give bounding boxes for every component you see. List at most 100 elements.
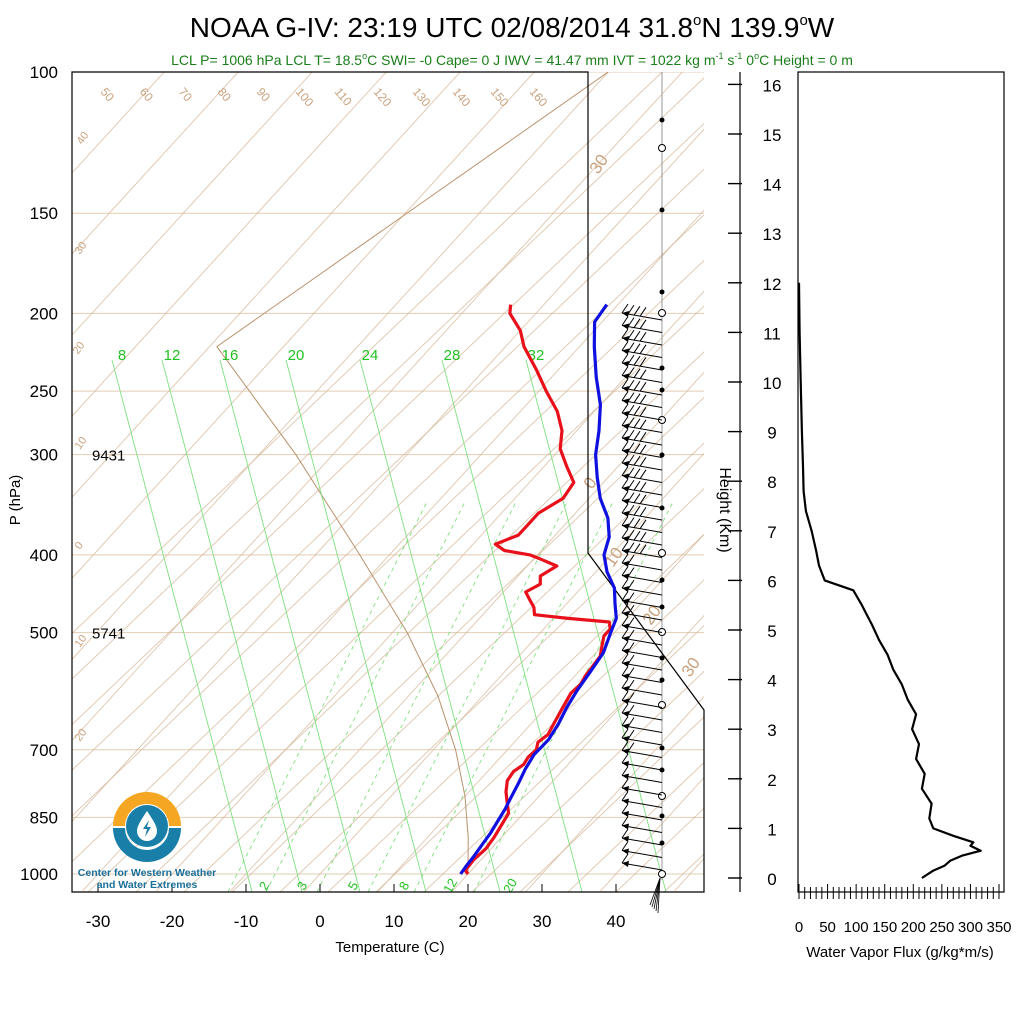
wind-barb-staff xyxy=(621,575,663,583)
wind-barb-flag xyxy=(627,642,635,652)
wind-barb-pennant xyxy=(622,723,629,730)
wind-barb-staff xyxy=(621,700,663,708)
wind-barb-flag xyxy=(621,691,629,701)
dry-adiabat-line xyxy=(231,442,704,892)
wind-barb-pennant xyxy=(622,511,629,517)
theta-label: 20 xyxy=(71,340,88,357)
wind-barb-flag xyxy=(639,319,647,330)
wind-barb-flag xyxy=(621,366,629,376)
isotherm-label: 160 xyxy=(527,85,551,110)
wind-barb-flag xyxy=(621,541,629,551)
mixing-ratio-line xyxy=(525,359,667,892)
dry-adiabat-line xyxy=(279,488,704,892)
wind-barb-pennant xyxy=(622,711,629,717)
wind-barb-flag xyxy=(627,429,635,440)
mixing-ratio-line xyxy=(285,359,427,892)
flux-trace xyxy=(798,282,982,879)
dry-adiabat-line xyxy=(72,77,704,680)
barb-station-marker xyxy=(658,144,666,152)
mixing-ratio-line xyxy=(219,359,361,892)
wind-barb-flag xyxy=(627,342,635,352)
chart-title: NOAA G-IV: 23:19 UTC 02/08/2014 31.8oN 1… xyxy=(190,12,835,43)
y-tick-label: 1000 xyxy=(20,865,58,884)
isotherm-label: 80 xyxy=(215,85,235,104)
dry-adiabat-line xyxy=(72,214,704,817)
wind-barb-flag xyxy=(633,518,641,528)
wind-barb-staff xyxy=(621,425,663,433)
wind-barb-flag xyxy=(633,430,641,441)
wind-barb-flag xyxy=(627,554,635,565)
wind-barb-pennant xyxy=(622,448,629,455)
dry-adiabat-line xyxy=(615,807,704,892)
mixing-ratio-dashed-line xyxy=(413,499,615,892)
wind-barb-pennant xyxy=(622,486,629,492)
flux-y-axis-label: Height (Km) xyxy=(716,467,733,552)
isotherm-line xyxy=(600,776,704,892)
x-tick-label: 10 xyxy=(385,912,404,931)
wind-barb-flag xyxy=(639,369,647,380)
flux-x-tick-label: 0 xyxy=(795,919,803,936)
wind-barb-staff xyxy=(621,325,663,333)
wind-barb-staff xyxy=(621,550,663,558)
wind-barb-staff xyxy=(621,412,663,421)
wind-barb-flag xyxy=(627,579,635,590)
wind-barb-staff xyxy=(621,687,663,696)
wind-barb-flag xyxy=(639,432,647,442)
flux-x-tick-label: 350 xyxy=(986,919,1011,936)
wind-barb-staff xyxy=(621,600,663,608)
wind-barb-staff xyxy=(621,512,663,521)
wind-barb-staff xyxy=(621,775,663,783)
wind-barb-flag xyxy=(639,519,647,530)
barb-station-marker xyxy=(658,792,666,800)
wind-barb-pennant xyxy=(622,748,629,755)
wind-barb-staff xyxy=(621,725,663,733)
dry-adiabat-line xyxy=(904,0,1024,892)
wind-barb-flag xyxy=(621,516,629,526)
wind-barb-pennant xyxy=(622,661,629,667)
isotherm-label: 60 xyxy=(137,85,157,104)
wind-barb-flag xyxy=(621,391,629,401)
mixing-ratio-label: 3 xyxy=(294,879,311,893)
mixing-ratio-dashed-line xyxy=(265,499,467,892)
dry-adiabat-line xyxy=(519,716,704,892)
parcel-path-line xyxy=(216,72,609,875)
height-tick-label: 16 xyxy=(763,76,782,95)
isotherm-line xyxy=(452,614,704,892)
wind-barb-pennant xyxy=(622,586,629,592)
wind-barb-flag xyxy=(621,616,629,626)
wind-barb-staff xyxy=(621,837,663,846)
barb-station-marker xyxy=(659,117,665,123)
wind-barb-flag xyxy=(621,466,629,476)
mixing-ratio-label: 20 xyxy=(500,876,520,896)
barb-station-marker xyxy=(659,207,665,213)
height-tick-label: 2 xyxy=(767,771,776,790)
x-tick-label: 20 xyxy=(459,912,478,931)
flux-x-tick-label: 250 xyxy=(929,919,954,936)
barb-station-marker xyxy=(659,387,665,393)
temperature-trace xyxy=(463,304,612,875)
wind-barb-pennant xyxy=(622,786,629,792)
height-tick-label: 3 xyxy=(767,721,776,740)
dry-adiabat-line xyxy=(375,579,704,892)
mixing-ratio-label: 24 xyxy=(362,347,379,364)
barb-station-marker xyxy=(659,745,665,751)
wind-barb-flag xyxy=(633,480,641,491)
wind-barb-pennant xyxy=(622,411,629,417)
wind-barb-pennant xyxy=(622,348,629,355)
wind-barb-flag xyxy=(633,543,641,553)
barb-station-marker xyxy=(659,452,665,458)
wind-barb-flag xyxy=(627,742,635,752)
wind-barb-flag xyxy=(639,469,647,480)
x-tick-label: -30 xyxy=(86,912,111,931)
wind-barb-pennant xyxy=(622,636,629,642)
theta-label: 40 xyxy=(75,130,92,147)
wind-barb-flag xyxy=(633,393,641,403)
isotherm-label: 150 xyxy=(488,85,512,110)
wind-barb-staff xyxy=(621,537,663,546)
y-tick-label: 500 xyxy=(30,624,58,643)
wind-barb-flag xyxy=(633,530,641,541)
barb-station-marker xyxy=(659,813,665,819)
isotherm-label: 70 xyxy=(176,85,196,104)
wind-barb-pennant xyxy=(622,623,629,630)
wind-barb-flag xyxy=(639,394,647,405)
